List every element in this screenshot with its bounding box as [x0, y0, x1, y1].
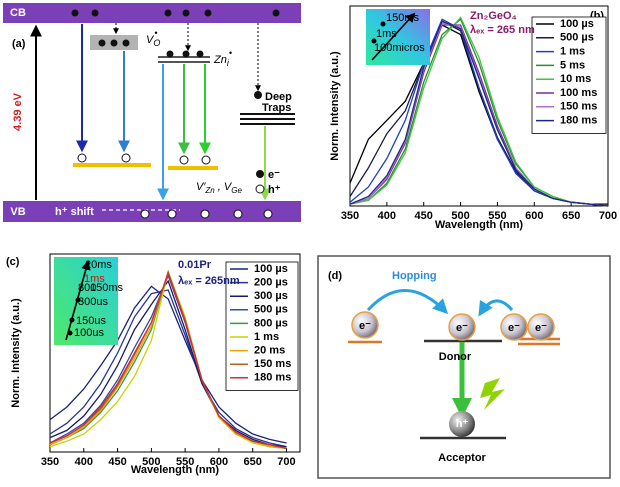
inset-dot: [380, 21, 386, 27]
inset-label: 150ms: [386, 12, 420, 24]
legend-box: [225, 261, 299, 391]
legend-label: 100 ms: [560, 87, 597, 99]
x-tick-label: 600: [525, 210, 543, 222]
x-axis-label: Wavelength (nm): [131, 464, 220, 476]
inset-label: 100us: [74, 327, 104, 339]
x-tick-label: 450: [108, 456, 126, 468]
x-tick-label: 700: [277, 456, 295, 468]
legend-label: 300 µs: [254, 290, 288, 302]
legend-label: 500 µs: [560, 32, 594, 44]
inset-label: 1ms: [84, 273, 105, 285]
annotation: 0.01Pr: [178, 259, 212, 271]
legend-label: 800 µs: [254, 317, 288, 329]
legend-label: 180 ms: [254, 372, 291, 384]
inset-arrow: [371, 12, 416, 61]
shift-label: h⁺ shift: [55, 206, 94, 218]
hole-label: h⁺: [456, 418, 469, 430]
panel-label: (a): [12, 38, 26, 50]
y-axis-label: Norm. Intensity (a.u.): [10, 298, 22, 408]
inset-dot: [371, 38, 377, 44]
cb-band: [3, 3, 301, 23]
vo-label: VO•: [146, 28, 160, 48]
electron-label: e⁻: [508, 322, 520, 334]
legend-label: 180 ms: [560, 115, 597, 127]
vzn-label: V′Zn , VGe: [196, 181, 242, 195]
panel-a: CB VB (a) 4.39 eV VO• Zni• Deep Traps V′…: [3, 3, 301, 222]
x-tick-label: 500: [451, 210, 469, 222]
legend-label: 1 ms: [560, 46, 585, 58]
panel-label: (c): [6, 256, 20, 268]
inset-label: 20ms: [85, 259, 112, 271]
electron-label: e⁻: [359, 320, 371, 332]
legend-label: 150 ms: [254, 358, 291, 370]
zni-label: Zni•: [213, 48, 232, 68]
legend-label: 20 ms: [254, 345, 285, 357]
vb-band: [3, 201, 301, 222]
electrons: [71, 9, 280, 17]
inset-label: 1ms: [376, 28, 397, 40]
legend-label: 100 µs: [254, 263, 288, 275]
electron-label: e⁻: [456, 322, 468, 334]
legend-label: 150 ms: [560, 101, 597, 113]
x-tick-label: 650: [244, 456, 262, 468]
x-tick-label: 400: [378, 210, 396, 222]
y-axis-label: Norm. Intensity (a.u.): [329, 51, 341, 161]
x-tick-label: 350: [41, 456, 59, 468]
inset-dot: [75, 297, 81, 303]
legend-label: 5 ms: [560, 59, 585, 71]
series-line: [49, 285, 287, 444]
acceptor-label: Acceptor: [438, 452, 486, 464]
cb-label: CB: [10, 7, 26, 19]
annotation: λₑₓ = 265 nm: [470, 24, 535, 36]
inset-label: 150ms: [90, 282, 124, 294]
x-tick-label: 450: [415, 210, 433, 222]
deep-traps-label: Deep: [265, 91, 292, 103]
panel-label: (d): [328, 270, 342, 282]
x-axis-label: Wavelength (nm): [435, 219, 524, 231]
x-tick-label: 500: [142, 456, 160, 468]
gap-label: 4.39 eV: [12, 92, 24, 131]
series-line: [49, 279, 287, 448]
deep-traps-label: Traps: [262, 102, 291, 114]
inset-label: 100micros: [374, 42, 425, 54]
inset-dot: [69, 317, 75, 323]
annotation: Zn₂GeO₄: [470, 10, 517, 22]
legend-label: 1 ms: [254, 331, 279, 343]
inset-dot: [67, 330, 73, 336]
legend-label: 200 µs: [254, 277, 288, 289]
x-tick-label: 600: [210, 456, 228, 468]
series-line: [349, 20, 609, 207]
vb-label: VB: [10, 206, 25, 218]
inset-label: 150us: [76, 315, 106, 327]
donor-label: Donor: [439, 351, 472, 363]
legend-box: [531, 16, 607, 134]
inset-label: 300us: [78, 296, 108, 308]
legend-electron: e⁻: [268, 169, 280, 181]
series-line: [49, 289, 287, 448]
electron-label: e⁻: [535, 322, 547, 334]
series-line: [49, 271, 287, 450]
hopping-label: Hopping: [392, 270, 437, 282]
legend-label: 500 µs: [254, 304, 288, 316]
legend-label: 100 µs: [560, 18, 594, 30]
panel-d: (d) Hopping e⁻ e⁻ e⁻ e⁻ h⁺ Donor Accepto…: [317, 255, 611, 479]
x-tick-label: 650: [562, 210, 580, 222]
inset-label: 800: [78, 282, 96, 294]
x-tick-label: 700: [599, 210, 617, 222]
legend-hole: h⁺: [268, 184, 281, 196]
x-tick-label: 550: [488, 210, 506, 222]
x-tick-label: 400: [75, 456, 93, 468]
x-tick-label: 350: [341, 210, 359, 222]
legend-label: 10 ms: [560, 73, 591, 85]
x-tick-label: 550: [176, 456, 194, 468]
annotation: λₑₓ = 265nm: [178, 275, 240, 287]
